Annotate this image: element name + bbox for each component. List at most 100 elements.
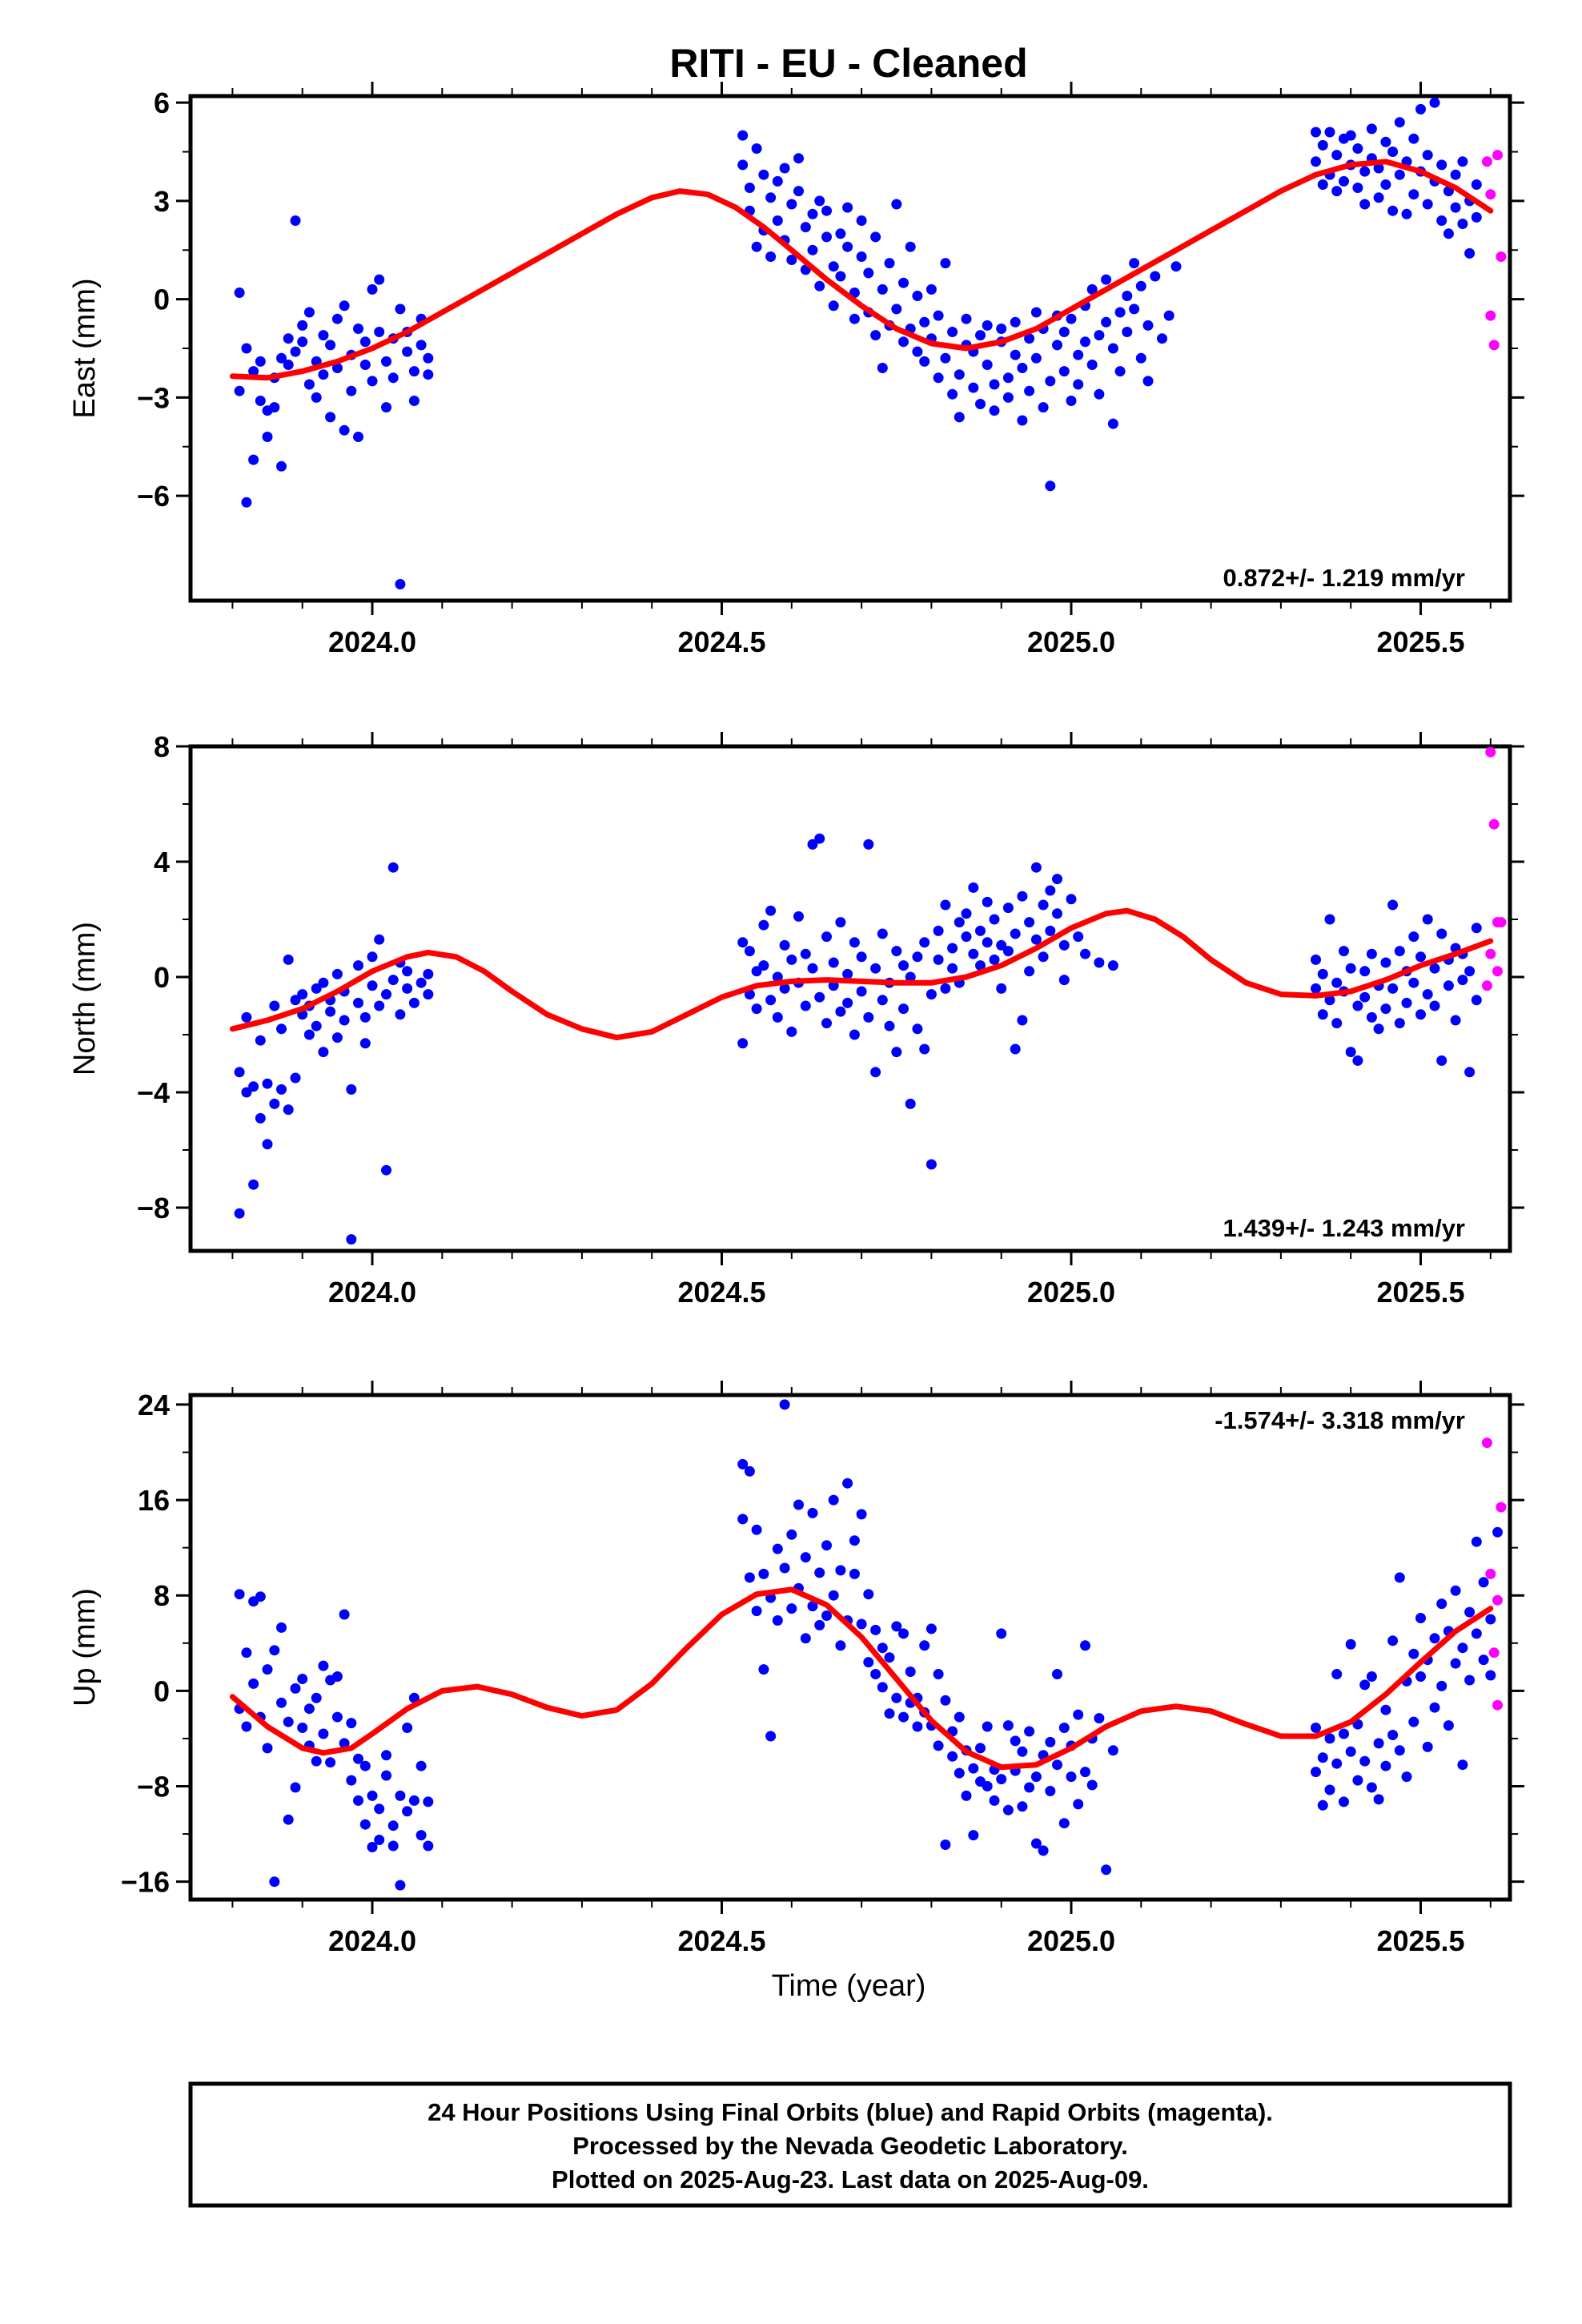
north-data-point	[241, 1087, 252, 1098]
up-data-point	[1471, 1628, 1482, 1639]
up-x-tick-label: 2025.0	[1027, 1924, 1115, 1957]
north-data-point	[423, 968, 434, 979]
footer-box: 24 Hour Positions Using Final Orbits (bl…	[188, 2081, 1512, 2208]
up-data-point	[1485, 1614, 1496, 1625]
north-data-point	[800, 1000, 811, 1011]
east-data-point	[1394, 169, 1405, 180]
north-data-point	[1359, 991, 1371, 1003]
north-data-point	[772, 971, 783, 983]
east-data-point	[290, 346, 301, 357]
up-data-point	[1101, 1864, 1112, 1876]
east-data-point	[1339, 175, 1349, 187]
east-data-point	[1311, 127, 1321, 138]
up-data-point	[870, 1669, 881, 1679]
north-data-point	[751, 966, 762, 977]
east-data-point	[339, 300, 350, 312]
east-data-point	[737, 159, 749, 171]
east-data-point	[1101, 274, 1112, 285]
up-data-point	[1464, 1606, 1476, 1618]
east-data-point	[1471, 179, 1482, 190]
north-data-point	[849, 937, 860, 948]
north-data-point	[786, 1026, 797, 1037]
east-model-curve	[229, 159, 1494, 381]
east-data-point	[758, 169, 769, 180]
up-data-point	[297, 1723, 308, 1733]
up-data-point	[416, 1760, 427, 1771]
up-data-point	[367, 1790, 378, 1801]
up-data-point	[1373, 1794, 1384, 1805]
east-data-point	[1359, 199, 1371, 210]
north-data-point	[346, 1234, 357, 1245]
up-data-point	[416, 1830, 427, 1841]
footer-frame	[188, 2081, 1512, 2208]
east-data-point	[395, 304, 406, 315]
north-data-point	[814, 991, 825, 1003]
east-data-point	[1345, 130, 1356, 141]
east-data-point	[1443, 228, 1454, 239]
east-data-point	[821, 205, 832, 216]
up-data-point	[387, 1840, 399, 1852]
north-data-point	[1394, 946, 1405, 957]
east-data-point	[779, 163, 790, 174]
north-data-point	[996, 983, 1007, 994]
north-data-point	[954, 917, 965, 928]
east-rate-label: 0.872+/- 1.219 mm/yr	[1223, 564, 1465, 592]
up-data-point	[954, 1711, 965, 1723]
north-data-point	[1394, 1018, 1405, 1029]
east-x-tick-label: 2025.0	[1027, 625, 1115, 658]
up-data-point	[1478, 1577, 1489, 1588]
east-data-point	[276, 460, 287, 472]
east-data-point	[1471, 211, 1482, 223]
north-data-point	[807, 963, 818, 974]
north-data-point	[1436, 1055, 1447, 1066]
east-data-point	[1422, 150, 1433, 161]
up-data-point	[387, 1820, 399, 1831]
north-data-point	[765, 905, 777, 916]
east-data-point	[1150, 271, 1161, 282]
north-data-point	[1485, 746, 1496, 758]
east-data-point	[1408, 133, 1419, 144]
east-data-point	[1481, 156, 1492, 167]
east-data-point	[1415, 103, 1426, 115]
north-data-point	[367, 951, 378, 963]
east-data-point	[940, 352, 951, 364]
north-y-tick-label: −8	[137, 1192, 170, 1224]
north-model-curve	[229, 907, 1494, 1041]
north-data-point	[1415, 1009, 1426, 1020]
north-data-point	[856, 951, 867, 963]
east-data-point	[1073, 379, 1084, 390]
up-panel: 24 16 8 0 −8 −16 2024.0 2024.5 2025.0 2025.5 Up (m…	[68, 1381, 1524, 1957]
up-data-point	[1415, 1613, 1426, 1623]
north-data-point	[1380, 957, 1391, 968]
north-data-point	[303, 1029, 315, 1040]
north-data-point	[765, 995, 777, 1006]
east-data-point	[234, 385, 245, 396]
up-data-point	[884, 1708, 895, 1719]
north-data-point	[835, 917, 846, 928]
up-data-point	[849, 1568, 860, 1579]
up-y-tick-label: 24	[138, 1389, 170, 1421]
east-data-point	[919, 356, 930, 367]
north-data-point	[926, 1159, 937, 1170]
east-data-point	[1436, 215, 1447, 226]
north-data-point	[940, 899, 951, 911]
north-data-point	[255, 1112, 266, 1124]
east-data-point	[1163, 310, 1174, 321]
up-data-point	[996, 1628, 1007, 1639]
up-data-point	[758, 1664, 769, 1675]
north-data-point	[835, 1006, 846, 1017]
up-data-point	[996, 1774, 1007, 1785]
up-y-tick-label: 16	[138, 1484, 170, 1517]
east-data-point	[1496, 251, 1507, 262]
north-data-point	[842, 968, 853, 979]
up-data-point	[737, 1514, 749, 1525]
north-panel: 8 4 0 −4 −8 2024.0 2024.5 2025.0 2025.5 North (mm…	[68, 730, 1524, 1309]
north-data-point	[234, 1067, 245, 1078]
up-data-point	[423, 1840, 434, 1852]
up-data-point	[933, 1740, 944, 1751]
up-data-point	[849, 1535, 860, 1546]
east-x-tick-label: 2024.0	[328, 625, 416, 658]
east-data-point	[1107, 343, 1118, 354]
north-data-point	[989, 954, 1000, 965]
north-data-point	[297, 989, 308, 1000]
